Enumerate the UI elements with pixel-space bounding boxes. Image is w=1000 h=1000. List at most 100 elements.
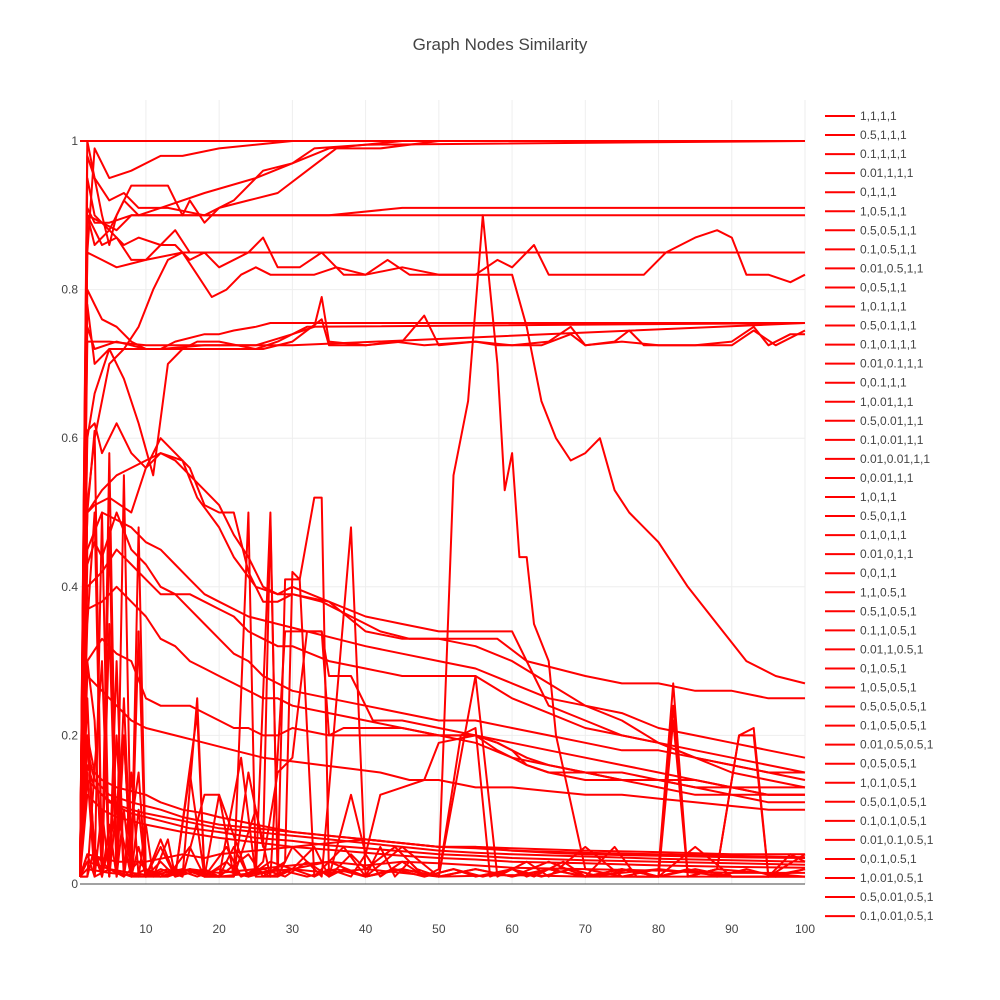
legend-item[interactable]: 0.5,0.01,1,1 [825,414,924,428]
legend-label: 0,0.1,0.5,1 [860,852,917,866]
legend-item[interactable]: 0.5,0.01,0.5,1 [825,890,934,904]
legend-item[interactable]: 0.5,0,1,1 [825,509,907,523]
legend-label: 0,1,1,1 [860,185,897,199]
legend-label: 0,0.5,1,1 [860,280,907,294]
legend: 1,1,1,1 0.5,1,1,1 0.1,1,1,1 0.01,1,1,1 0,1,1… [825,109,934,923]
legend-item[interactable]: 0.1,1,0.5,1 [825,623,917,637]
series-line [80,630,805,878]
legend-label: 0.1,0.5,0.5,1 [860,719,927,733]
legend-label: 1,0.1,0.5,1 [860,776,917,790]
series-line [79,214,806,877]
legend-label: 0.1,0.1,0.5,1 [860,814,927,828]
legend-label: 0.01,0,1,1 [860,547,914,561]
series-line [79,793,806,877]
legend-label: 0.5,1,1,1 [860,128,907,142]
legend-item[interactable]: 0.5,0.5,0.5,1 [825,700,927,714]
series-line [79,214,806,878]
legend-item[interactable]: 1,0.1,0.5,1 [825,776,917,790]
legend-item[interactable]: 0,0.1,1,1 [825,376,907,390]
legend-item[interactable]: 0,0.01,1,1 [825,471,914,485]
legend-item[interactable]: 1,0.01,0.5,1 [825,871,924,885]
x-tick-label: 70 [579,922,593,936]
x-tick-label: 20 [212,922,226,936]
series-line [79,140,805,877]
y-tick-label: 0.2 [61,728,78,742]
legend-item[interactable]: 0.1,0.1,1,1 [825,338,917,352]
series-line [79,322,806,877]
legend-label: 0.01,0.01,1,1 [860,452,930,466]
legend-label: 0,0,1,1 [860,566,897,580]
legend-item[interactable]: 0.1,0.01,1,1 [825,433,924,447]
legend-label: 1,0.1,1,1 [860,300,907,314]
legend-item[interactable]: 1,0.1,1,1 [825,300,907,314]
legend-label: 0.5,0.1,0.5,1 [860,795,927,809]
series-line [79,422,806,877]
legend-item[interactable]: 0.1,0.5,1,1 [825,242,917,256]
legend-item[interactable]: 0.1,1,1,1 [825,147,907,161]
series-lines [79,140,806,878]
legend-label: 0.01,1,0.5,1 [860,642,924,656]
legend-label: 0.1,0.5,1,1 [860,242,917,256]
legend-item[interactable]: 1,1,0.5,1 [825,585,907,599]
legend-item[interactable]: 0.01,0.1,1,1 [825,357,924,371]
series-line [79,771,806,878]
legend-label: 1,1,1,1 [860,109,897,123]
legend-label: 0.5,0.1,1,1 [860,319,917,333]
series-line [79,452,805,877]
legend-item[interactable]: 0.1,0,1,1 [825,528,907,542]
legend-item[interactable]: 0.1,0.1,0.5,1 [825,814,927,828]
legend-item[interactable]: 0.01,0.1,0.5,1 [825,833,934,847]
series-line [79,140,806,877]
legend-label: 1,0,1,1 [860,490,897,504]
legend-item[interactable]: 1,0.5,1,1 [825,204,907,218]
legend-label: 0.01,0.5,1,1 [860,261,924,275]
legend-item[interactable]: 0.01,1,0.5,1 [825,642,924,656]
legend-item[interactable]: 0.01,0.01,1,1 [825,452,930,466]
legend-item[interactable]: 0,0.5,1,1 [825,280,907,294]
series-line [79,511,806,877]
legend-item[interactable]: 0,1,1,1 [825,185,897,199]
legend-item[interactable]: 0,0,1,1 [825,566,897,580]
x-tick-label: 10 [139,922,153,936]
legend-label: 0.5,0.01,1,1 [860,414,924,428]
legend-item[interactable]: 0,0.5,0.5,1 [825,757,917,771]
legend-item[interactable]: 0,1,0.5,1 [825,661,907,675]
x-tick-label: 100 [795,922,815,936]
legend-label: 0,0.1,1,1 [860,376,907,390]
legend-label: 0.01,0.1,0.5,1 [860,833,934,847]
legend-label: 0.01,0.1,1,1 [860,357,924,371]
legend-item[interactable]: 1,0,1,1 [825,490,897,504]
series-line [79,675,805,877]
series-line [79,779,806,877]
legend-label: 0.5,0.5,1,1 [860,223,917,237]
series-line [79,548,805,877]
legend-label: 0.5,0.01,0.5,1 [860,890,934,904]
x-tick-label: 60 [505,922,519,936]
legend-item[interactable]: 0.5,0.5,1,1 [825,223,917,237]
legend-label: 1,0.5,1,1 [860,204,907,218]
series-line [79,251,806,877]
legend-item[interactable]: 0.5,0.1,1,1 [825,319,917,333]
legend-item[interactable]: 1,0.01,1,1 [825,395,914,409]
legend-item[interactable]: 0.01,1,1,1 [825,166,914,180]
legend-item[interactable]: 0.5,1,0.5,1 [825,604,917,618]
legend-item[interactable]: 0.1,0.5,0.5,1 [825,719,927,733]
legend-item[interactable]: 0.01,0.5,0.5,1 [825,738,934,752]
series-line [79,452,806,877]
legend-item[interactable]: 1,1,1,1 [825,109,897,123]
legend-item[interactable]: 1,0.5,0.5,1 [825,681,917,695]
legend-item[interactable]: 0.01,0.5,1,1 [825,261,924,275]
legend-item[interactable]: 0.1,0.01,0.5,1 [825,909,934,923]
series-line [79,496,805,878]
legend-item[interactable]: 0,0.1,0.5,1 [825,852,917,866]
legend-label: 1,0.5,0.5,1 [860,681,917,695]
legend-label: 0,0.5,0.5,1 [860,757,917,771]
legend-label: 0.5,1,0.5,1 [860,604,917,618]
legend-item[interactable]: 0.5,1,1,1 [825,128,907,142]
legend-item[interactable]: 0.01,0,1,1 [825,547,914,561]
series-line [79,251,805,877]
legend-item[interactable]: 0.5,0.1,0.5,1 [825,795,927,809]
legend-label: 1,0.01,0.5,1 [860,871,924,885]
legend-label: 0.1,0.1,1,1 [860,338,917,352]
